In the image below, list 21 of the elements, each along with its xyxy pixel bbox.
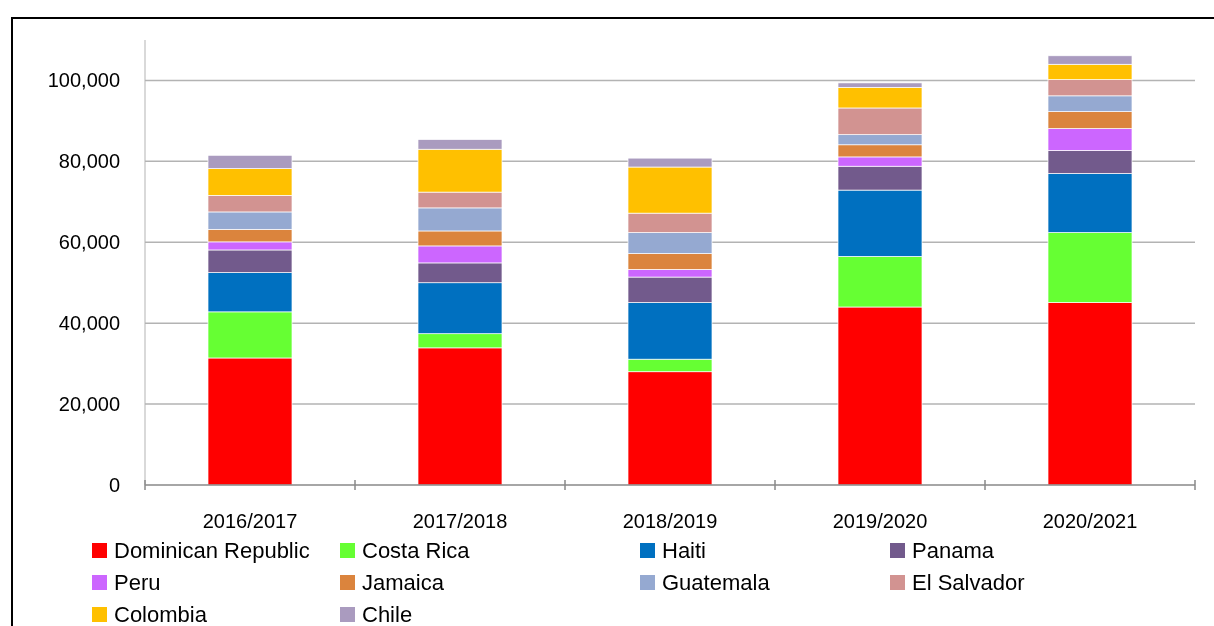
y-tick-label: 80,000 (58, 150, 120, 173)
legend-label: Haiti (662, 537, 707, 563)
y-tick-label: 20,000 (58, 393, 120, 416)
y-tick-label: 60,000 (58, 231, 120, 254)
legend-label: Guatemala (662, 569, 771, 595)
legend-label: Panama (912, 537, 995, 563)
x-tick-label: 2016/2017 (202, 510, 298, 532)
legend-label: Colombia (114, 601, 208, 626)
legend-label: Costa Rica (362, 537, 471, 563)
x-tick-label: 2019/2020 (832, 510, 928, 532)
y-tick-label: 40,000 (58, 312, 120, 335)
x-tick-label: 2018/2019 (622, 510, 718, 532)
y-tick-label: 100,000 (47, 69, 120, 92)
legend-label: Jamaica (362, 569, 445, 595)
legend-label: Chile (362, 601, 413, 626)
x-tick-label: 2020/2021 (1042, 510, 1138, 532)
y-tick-label: 0 (108, 474, 120, 496)
legend-label: Peru (114, 569, 161, 595)
x-tick-label: 2017/2018 (412, 510, 508, 532)
legend-label: El Salvador (912, 569, 1025, 595)
legend-label: Dominican Republic (114, 537, 310, 563)
